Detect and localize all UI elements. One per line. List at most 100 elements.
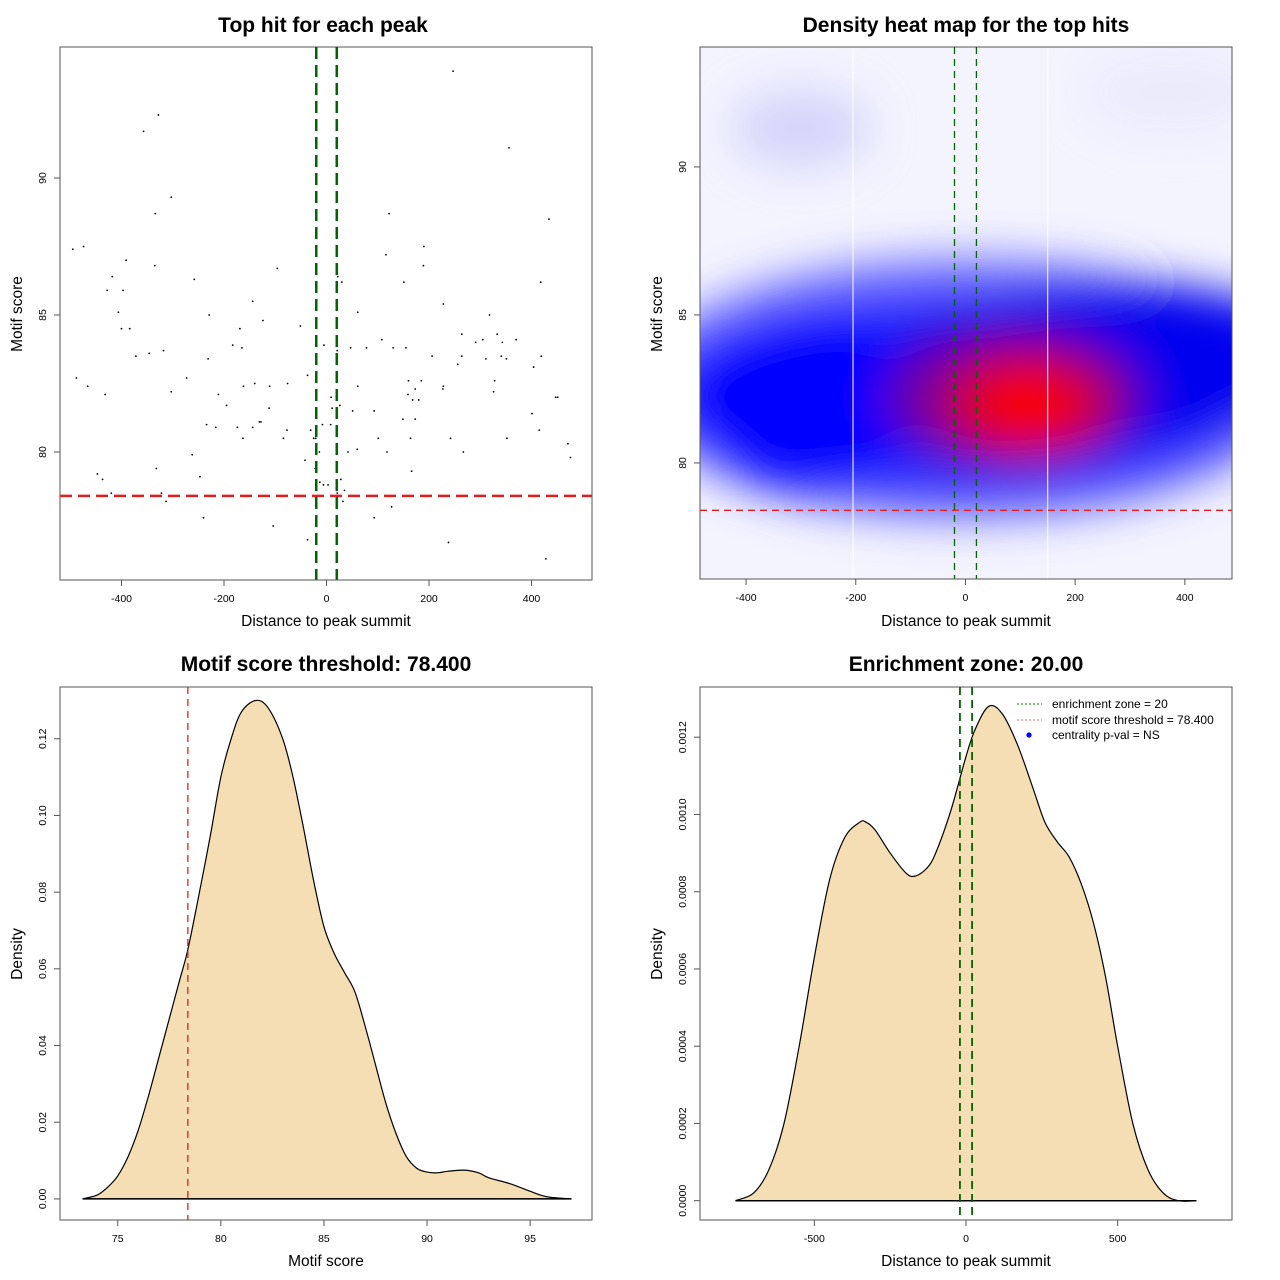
scatter-point	[481, 338, 484, 341]
panel-score-density: Motif score threshold: 78.400 75 80 85 90 95…	[9, 653, 593, 1270]
distance-density-y-tick-label: 0.0008	[677, 875, 689, 907]
heatmap-x-axis: -400 -200 0 200 400	[736, 578, 1194, 604]
score-density-y-tick-label: 0.00	[37, 1189, 49, 1210]
scatter-point	[101, 478, 104, 481]
distance-density-y-tick-label: 0.0012	[677, 721, 689, 753]
heatmap-density	[700, 52, 1232, 519]
scatter-point	[128, 327, 131, 330]
distance-density-x-tick-label: 500	[1109, 1233, 1127, 1245]
scatter-point	[460, 333, 463, 336]
scatter-x-tick-label: -400	[111, 593, 132, 605]
scatter-point	[323, 344, 325, 347]
scatter-point	[488, 314, 491, 316]
scatter-point	[155, 467, 158, 470]
scatter-point	[554, 396, 557, 399]
scatter-point	[160, 492, 163, 495]
scatter-point	[299, 325, 302, 327]
scatter-point	[75, 377, 78, 379]
scatter-point	[411, 399, 414, 401]
scatter-point	[276, 267, 279, 270]
score-density-x-tick-label: 80	[215, 1233, 227, 1245]
scatter-point	[392, 346, 395, 349]
scatter-point	[401, 418, 404, 421]
scatter-point	[262, 319, 264, 322]
scatter-point	[318, 481, 321, 484]
scatter-point	[96, 473, 99, 475]
score-density-x-tick-label: 75	[112, 1233, 124, 1245]
scatter-point	[268, 385, 271, 388]
scatter-point	[422, 264, 425, 267]
scatter-point	[347, 451, 349, 453]
heatmap-density-level	[983, 373, 1074, 434]
scatter-point	[505, 357, 508, 360]
scatter-point	[515, 338, 518, 341]
scatter-point	[414, 418, 417, 421]
scatter-point	[111, 275, 114, 278]
scatter-x-tick-label: -200	[213, 593, 234, 605]
scatter-point	[306, 374, 309, 377]
score-density-y-tick-label: 0.10	[37, 805, 49, 826]
panel-heatmap: Density heat map for the top hits -400 -2…	[649, 14, 1233, 630]
scatter-point	[569, 456, 572, 459]
scatter-point	[253, 382, 256, 385]
scatter-point	[321, 423, 324, 426]
heatmap-title: Density heat map for the top hits	[803, 14, 1130, 37]
heatmap-y-axis: 80 85 90	[677, 161, 701, 469]
scatter-point	[336, 349, 339, 352]
heatmap-reference-lines	[700, 47, 1232, 579]
score-density-y-tick-label: 0.12	[37, 728, 49, 749]
scatter-point	[157, 114, 160, 116]
scatter-point	[356, 448, 359, 451]
scatter-point	[242, 437, 244, 440]
scatter-point	[338, 404, 341, 407]
legend-centrality-label: centrality p-val = NS	[1052, 728, 1160, 742]
scatter-point	[365, 346, 368, 349]
scatter-point	[214, 426, 217, 429]
scatter-point	[71, 248, 74, 251]
score-density-title: Motif score threshold: 78.400	[181, 653, 472, 676]
scatter-point	[148, 352, 151, 355]
scatter-point	[460, 355, 463, 358]
scatter-point	[117, 311, 120, 314]
scatter-point	[122, 289, 124, 292]
scatter-y-tick-label: 90	[37, 172, 49, 184]
scatter-point	[390, 505, 393, 508]
heatmap-x-tick-label: -200	[845, 592, 866, 604]
scatter-point	[329, 423, 332, 426]
distance-density-y-tick-label: 0.0002	[677, 1107, 689, 1139]
distance-density-x-axis: -500 0 500	[804, 1219, 1127, 1245]
scatter-point	[162, 349, 165, 352]
scatter-point	[238, 327, 241, 330]
scatter-point	[306, 538, 309, 541]
scatter-point	[225, 404, 228, 407]
panel-scatter: Top hit for each peak -400 -200 0 200 400 80…	[9, 14, 593, 630]
scatter-point	[356, 385, 359, 388]
scatter-point	[339, 478, 342, 481]
heatmap-y-label: Motif score	[649, 276, 666, 352]
scatter-point	[86, 385, 89, 388]
score-density-y-tick-label: 0.02	[37, 1112, 49, 1133]
scatter-point	[342, 500, 344, 503]
scatter-point	[385, 253, 387, 256]
scatter-point	[327, 484, 329, 486]
scatter-point	[386, 451, 388, 453]
scatter-point	[304, 459, 306, 462]
scatter-point	[165, 500, 167, 503]
scatter-point	[343, 489, 346, 492]
scatter-point	[142, 130, 145, 133]
scatter-reference-lines	[60, 47, 592, 580]
scatter-point	[106, 289, 109, 292]
scatter-point	[205, 423, 208, 426]
score-density-x-tick-label: 85	[318, 1233, 330, 1245]
scatter-point	[170, 390, 173, 393]
scatter-title: Top hit for each peak	[218, 14, 428, 37]
scatter-point	[258, 420, 261, 423]
scatter-point	[322, 484, 325, 486]
scatter-point	[272, 525, 275, 527]
scatter-point	[202, 516, 205, 519]
scatter-point	[377, 437, 380, 440]
scatter-y-tick-label: 80	[37, 446, 49, 458]
scatter-point	[251, 426, 254, 429]
scatter-point	[286, 382, 289, 385]
